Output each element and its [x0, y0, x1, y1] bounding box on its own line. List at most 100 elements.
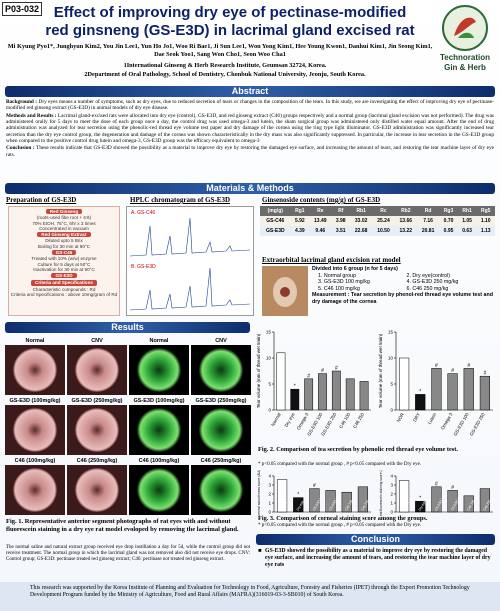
table-cell: 7.16: [423, 218, 433, 224]
photo-label: GS-E3D (100mg/kg): [133, 398, 184, 404]
conclusion-text: GS-E3D showed the possibility as a mater…: [265, 548, 491, 569]
logo-text: Gin & Herb: [444, 63, 486, 72]
x-tick-label: Omega 3: [440, 412, 454, 431]
paragraph-label: Methods and Results :: [6, 112, 57, 119]
eye: [13, 468, 57, 512]
hplc: A. GS-C46 B. GS-E3D: [126, 206, 254, 316]
significance: #: [307, 373, 310, 379]
bar: [479, 375, 491, 411]
logo-text: Technoration: [440, 53, 490, 62]
header-cell: Rb1: [356, 208, 366, 214]
eye: [199, 348, 243, 392]
flow-step: Inactivation for 30 min at 90°C: [33, 266, 95, 272]
bar: [463, 368, 474, 411]
significance: *: [419, 389, 421, 395]
y-axis-label: Tear volume (mm of thread wet 5min): [256, 333, 261, 408]
bar: [447, 490, 458, 513]
bar: [276, 352, 286, 411]
eye: [13, 408, 57, 452]
x-tick-label: GS-E3D 100: [453, 412, 470, 437]
hplc-label: B. GS-E3D: [131, 264, 156, 270]
y-tick-label: 0: [268, 510, 271, 515]
paragraph-label: Conclusion :: [6, 145, 35, 152]
y-tick-label: 3: [390, 483, 393, 488]
bullet: ■: [258, 548, 262, 554]
header-cell: Rg5: [480, 208, 491, 214]
flow-box: Red Ginseng Extract: [37, 232, 91, 238]
eye: [75, 468, 119, 512]
table-cell: 0.63: [462, 228, 472, 234]
section-heading: Abstract: [5, 86, 495, 97]
x-tick-label: C46 100: [338, 412, 351, 430]
figure-caption: Fig. 2. Comparison of tea secretion by p…: [258, 446, 458, 453]
table-cell: 1.05: [462, 218, 472, 224]
x-tick-label: Omega-3: [296, 412, 310, 431]
eye: [199, 468, 243, 512]
group-list: 1. Normal group 2. Dry eye(control) 3. GS-…: [312, 273, 495, 293]
table-cell: 20.81: [421, 228, 435, 234]
conclusion: ■ GS-E3D showed the possibility as a mate…: [258, 548, 494, 570]
table-cell: 1.10: [480, 218, 491, 224]
significance: #: [467, 363, 470, 369]
flow-box: Red Ginseng: [45, 209, 83, 215]
table-cell: 4.39: [294, 228, 305, 234]
x-tick-label: C46 250: [352, 412, 365, 430]
x-tick-label: Normal: [270, 412, 282, 427]
significance: #: [484, 371, 487, 377]
flowchart: Red Ginseng (roots-used fibe root + 4:6) 7…: [8, 206, 120, 316]
significance: #: [435, 481, 438, 487]
y-tick-label: 5: [268, 382, 271, 387]
header-cell: Rh1: [462, 208, 472, 214]
photo-label: Normal: [150, 338, 169, 344]
x-tick-label: GS-E3D 250: [469, 412, 486, 437]
group: 2. Dry eye(control): [406, 272, 451, 279]
bar: [415, 500, 426, 513]
bar: [345, 378, 355, 411]
footer: This research was supported by the Korea…: [0, 582, 500, 611]
paragraph-text: Dry eyes means a number of symptoms, suc…: [6, 99, 494, 112]
measurement: Measurement : Tear secretion by phenol-r…: [312, 292, 493, 306]
bar: [325, 490, 336, 513]
photo-label: C46 (250mg/kg): [77, 458, 118, 464]
photo-label: Normal: [26, 338, 45, 344]
photos: Normal CNV GS-E3D (100mg/kg) GS-E3D (250mg/…: [5, 338, 251, 515]
y-tick-label: 3: [268, 483, 271, 488]
y-tick-label: 4: [390, 474, 393, 479]
table-row: GS-C46 5.92 13.49 3.98 33.02 25.24 13.66 7.16 0.…: [260, 216, 495, 226]
header-cell: Rc: [380, 208, 387, 214]
header-cell: Rg1: [295, 208, 305, 214]
paragraph: Conclusion : These results indicate that…: [6, 145, 494, 158]
chart: 0 1 2 3 4 Corneal smoothness score (AU) Normal…: [257, 470, 371, 516]
y-axis-label: Corneal smoothness score (AU): [257, 470, 261, 516]
affiliation: 2Department of Oral Pathology, School of…: [84, 71, 366, 78]
table-cell: 3.51: [335, 228, 346, 234]
subheading: Ginsenoside contents (mg/g) of GS-E3D: [262, 196, 381, 204]
photo-label: GS-E3D (250mg/kg): [195, 398, 246, 404]
eye: [75, 348, 119, 392]
significance: *: [294, 384, 296, 390]
bar: [398, 357, 410, 411]
header-cell: Re: [317, 208, 324, 214]
figure-caption: Fig. 3. Comparison of corneal staining s…: [258, 515, 428, 522]
flow-step: (roots-used fibe root + 4:6): [36, 215, 92, 221]
subheading: HPLC chromatogram of GS-E3D: [130, 196, 230, 204]
header-cell: Rg3: [443, 208, 454, 214]
y-axis-label: Tear volume (mm of thread wet 5min): [378, 333, 383, 408]
eye: [137, 408, 181, 452]
bar: [447, 373, 458, 411]
bar: [431, 368, 442, 411]
bar: [276, 479, 288, 513]
flow-box: GS-E3D: [51, 273, 77, 279]
y-tick-label: 2: [268, 492, 271, 497]
group: 3. GS-E3D 100 mg/kg: [318, 279, 370, 286]
x-tick-label: C46 100: [466, 499, 476, 512]
y-tick-label: 2: [390, 492, 393, 497]
significance: *: [297, 492, 299, 498]
photo-label: C46 (100mg/kg): [139, 458, 180, 464]
eye: [137, 348, 181, 392]
table-cell: 13.49: [314, 218, 327, 224]
eye: [13, 348, 57, 392]
subheading: Preparation of GS-E3D: [6, 196, 77, 204]
y-axis-label: Corneal fluorescein staining score (AU): [379, 470, 383, 516]
